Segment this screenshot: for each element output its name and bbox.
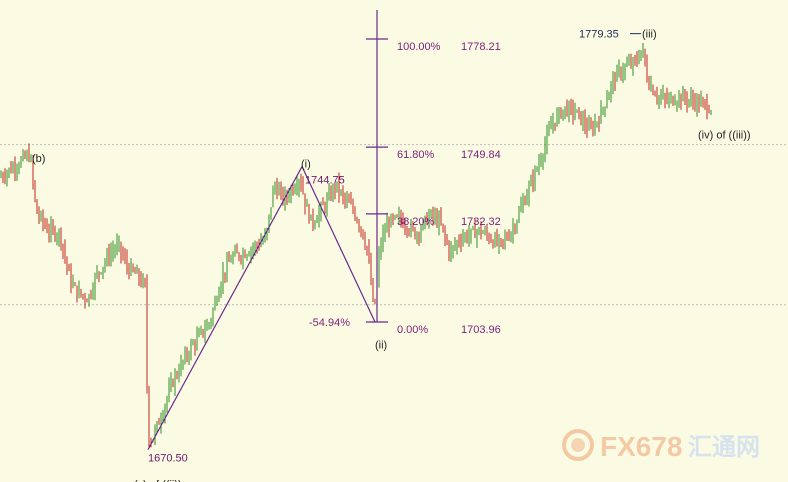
watermark-text: FX678 — [600, 431, 683, 462]
fx678-logo-icon — [562, 429, 594, 461]
fib-price-label: 1732.32 — [461, 216, 501, 228]
wave-label-2: 1670.50 — [148, 453, 188, 465]
wave-label-7: (iii) — [642, 29, 657, 41]
retracement-down-line — [301, 166, 376, 323]
watermark-cn-text: 汇通网 — [688, 434, 760, 461]
wave-annotations: (b) (c) of ((ii)) 1670.50 (i) 1744.75 (ii) 177… — [32, 29, 751, 482]
fib-pct-label: 38.20% — [397, 216, 435, 228]
retracement-pct-label: -54.94% — [309, 317, 350, 329]
wave-lines: -54.94% — [147, 166, 376, 450]
wave-label-8: (iv) of ((iii)) — [698, 130, 751, 142]
price-bars — [0, 43, 712, 448]
fib-pct-label: 61.80% — [397, 149, 435, 161]
fib-price-label: 1778.21 — [461, 41, 501, 53]
fib-price-label: 1749.84 — [461, 149, 501, 161]
wave-label-3: (i) — [301, 159, 311, 171]
fib-pct-label: 100.00% — [397, 41, 441, 53]
fibonacci-retracement: 100.00% 1778.21 61.80% 1749.84 38.20% 1732.32… — [366, 10, 501, 336]
wave-label-0: (b) — [32, 153, 45, 165]
fib-pct-label: 0.00% — [397, 324, 428, 336]
watermark: FX678 汇通网 — [562, 429, 760, 462]
retracement-up-line — [147, 166, 303, 450]
horizontal-levels — [0, 144, 788, 306]
wave-label-4: 1744.75 — [305, 175, 345, 187]
wave-label-5: (ii) — [375, 339, 387, 351]
fib-price-label: 1703.96 — [461, 324, 501, 336]
wave-label-6: 1779.35 — [579, 29, 619, 41]
wave-label-1: (c) of ((ii)) — [134, 479, 182, 482]
